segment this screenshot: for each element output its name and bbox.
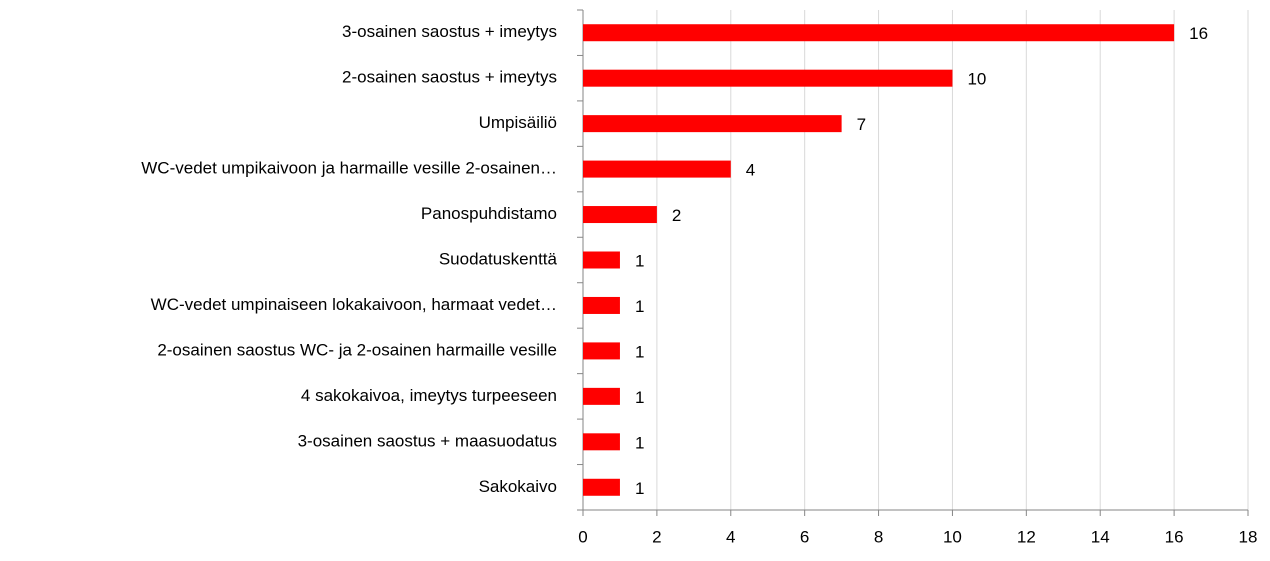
- value-label: 2: [672, 206, 681, 225]
- y-tick-label: Panospuhdistamo: [421, 204, 557, 223]
- bar: [583, 387, 620, 405]
- x-tick-label: 14: [1091, 527, 1110, 546]
- value-label: 16: [1189, 24, 1208, 43]
- x-tick-label: 16: [1165, 527, 1184, 546]
- x-tick-label: 0: [578, 527, 587, 546]
- bar: [583, 69, 953, 87]
- y-tick-label: 4 sakokaivoa, imeytys turpeeseen: [301, 386, 557, 405]
- value-label: 1: [635, 479, 644, 498]
- y-tick-label: 2-osainen saostus WC- ja 2-osainen harma…: [157, 340, 557, 359]
- value-label: 1: [635, 342, 644, 361]
- value-label: 1: [635, 297, 644, 316]
- x-tick-label: 10: [943, 527, 962, 546]
- bar: [583, 251, 620, 269]
- bar: [583, 160, 731, 178]
- x-tick-label: 18: [1239, 527, 1258, 546]
- y-tick-label: Sakokaivo: [479, 477, 557, 496]
- value-label: 7: [857, 115, 866, 134]
- value-label: 1: [635, 433, 644, 452]
- x-tick-label: 2: [652, 527, 661, 546]
- bar: [583, 24, 1175, 42]
- bar: [583, 206, 657, 224]
- y-tick-label: Umpisäiliö: [479, 113, 557, 132]
- x-tick-label: 4: [726, 527, 735, 546]
- y-tick-label: WC-vedet umpinaiseen lokakaivoon, harmaa…: [151, 295, 557, 314]
- bar: [583, 342, 620, 360]
- bar: [583, 296, 620, 314]
- y-tick-label: 3-osainen saostus + imeytys: [342, 22, 557, 41]
- bar: [583, 478, 620, 496]
- x-tick-label: 8: [874, 527, 883, 546]
- x-tick-label: 6: [800, 527, 809, 546]
- x-tick-label: 12: [1017, 527, 1036, 546]
- y-tick-label: 3-osainen saostus + maasuodatus: [298, 431, 557, 450]
- value-label: 1: [635, 251, 644, 270]
- bar: [583, 115, 842, 133]
- y-tick-label: WC-vedet umpikaivoon ja harmaille vesill…: [141, 159, 557, 178]
- bar: [583, 433, 620, 451]
- y-tick-label: Suodatuskenttä: [439, 249, 558, 268]
- y-tick-label: 2-osainen saostus + imeytys: [342, 68, 557, 87]
- value-label: 4: [746, 161, 755, 180]
- value-label: 10: [967, 70, 986, 89]
- value-label: 1: [635, 388, 644, 407]
